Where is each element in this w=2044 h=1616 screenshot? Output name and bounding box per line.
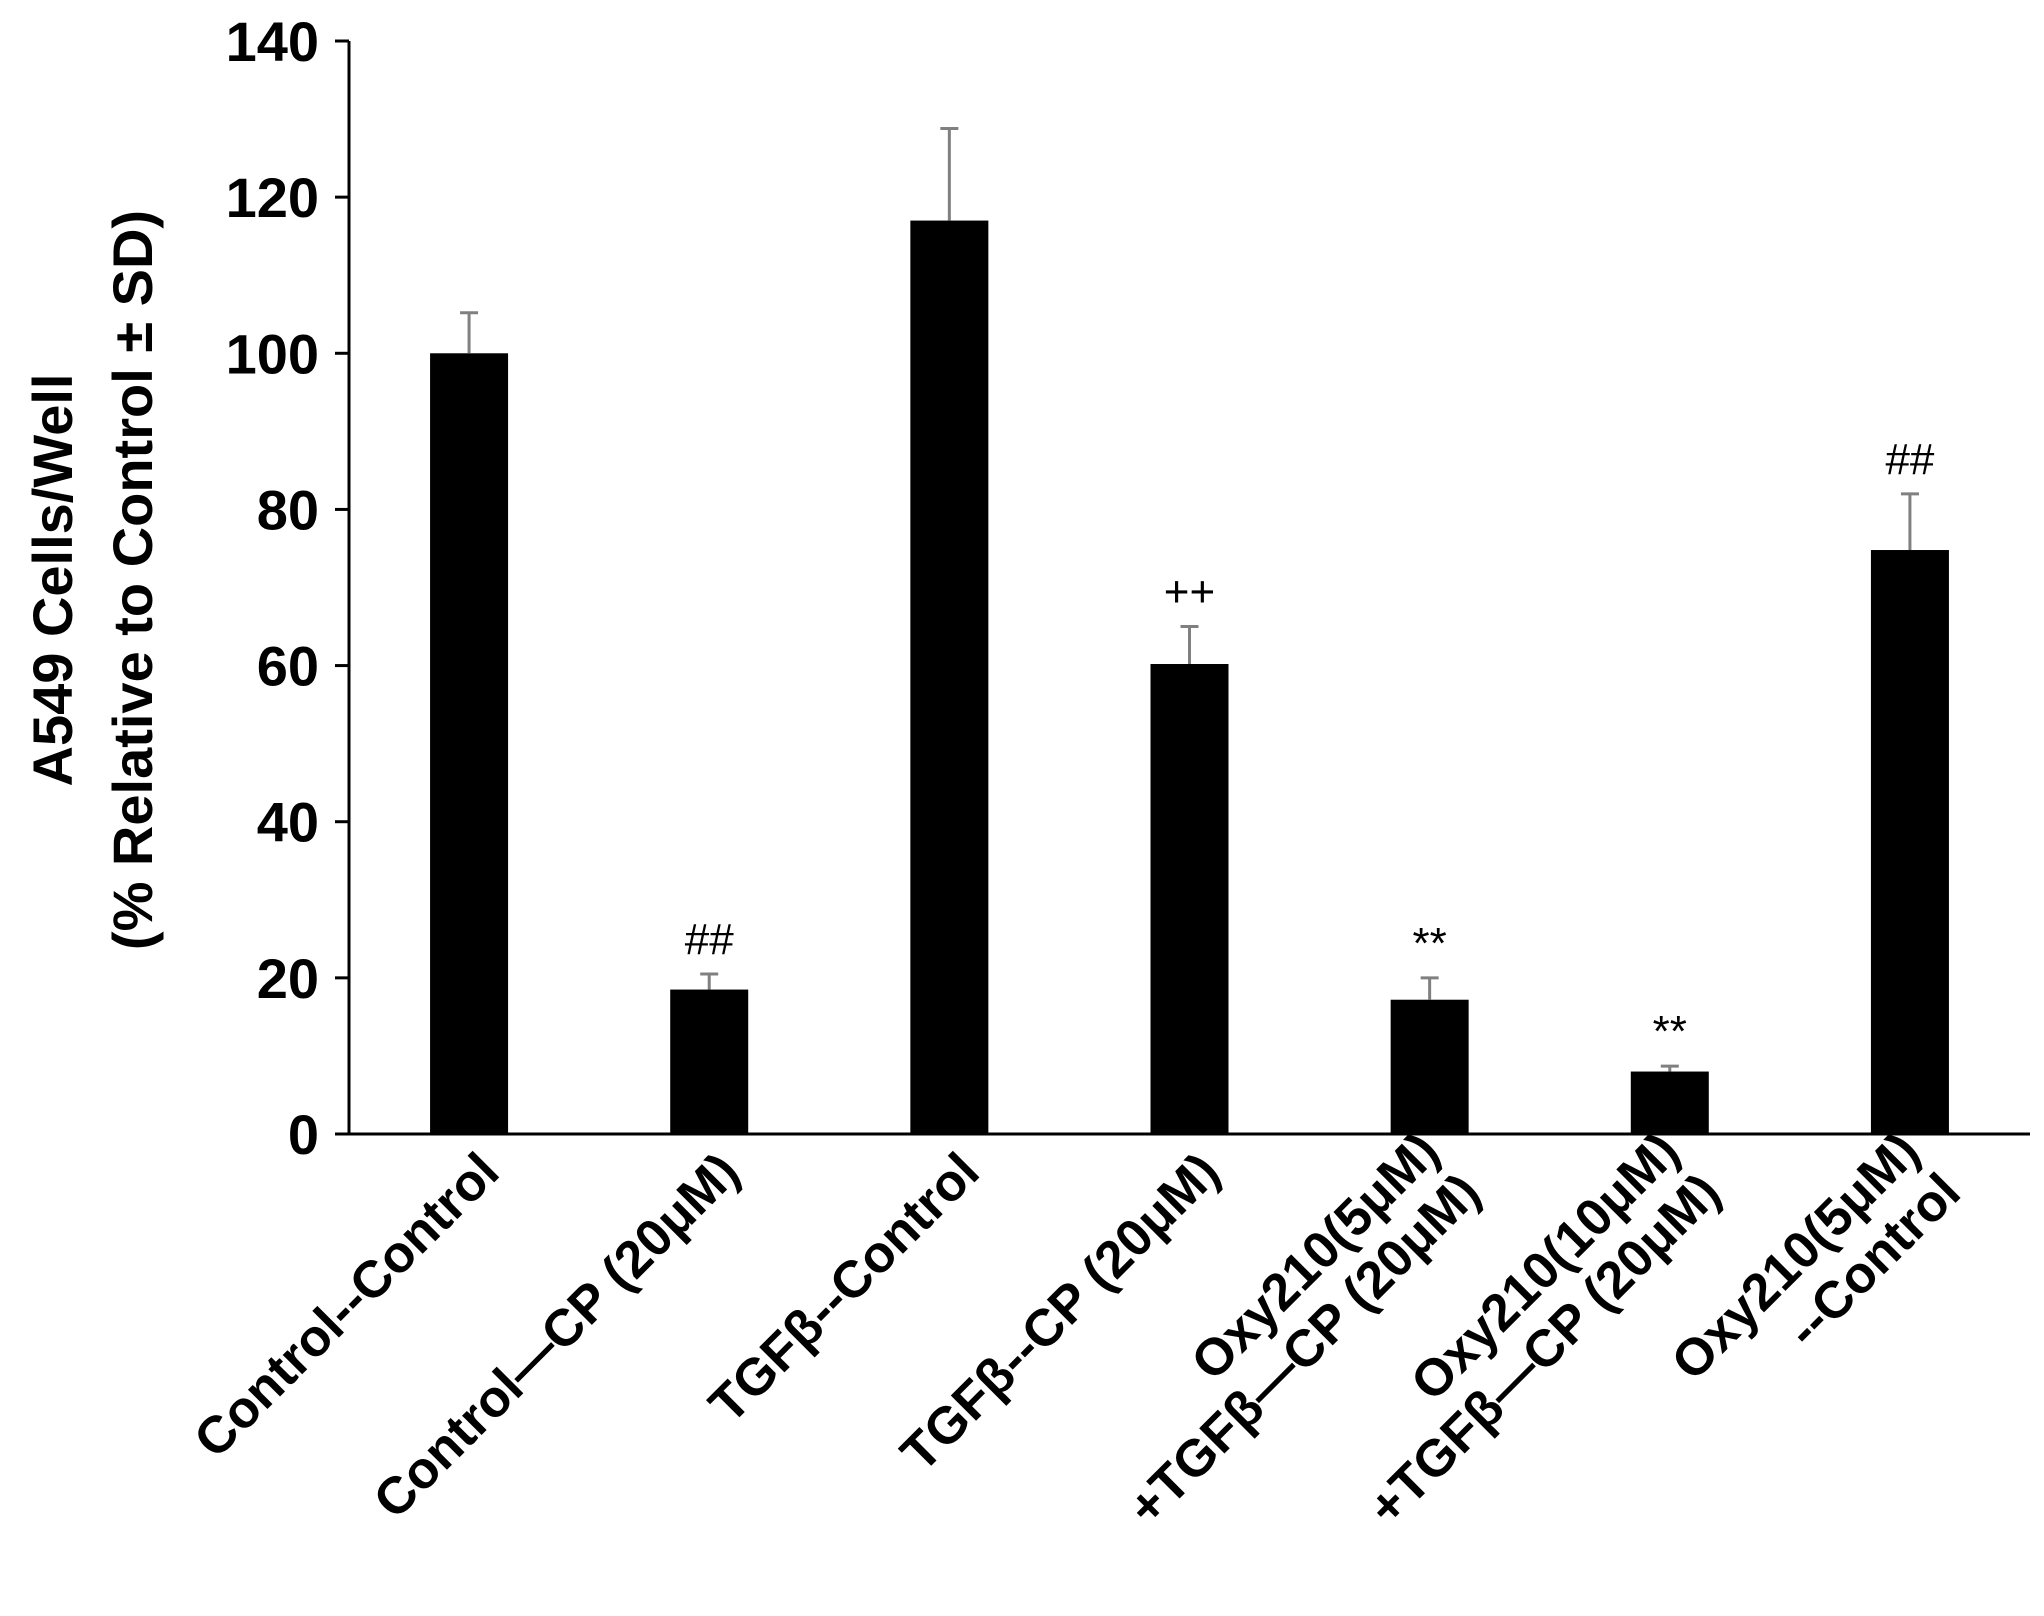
bars [430,220,1949,1135]
significance-annotations: ## ++ ** ** ## [685,435,1935,1056]
bar [670,989,749,1134]
y-tick-label: 60 [257,635,319,698]
bar [1870,550,1949,1134]
significance-annotation: ++ [1164,568,1215,617]
error-bars [460,126,1919,1072]
y-axis-title-line: (% Relative to Control ± SD) [101,210,164,950]
y-tick-label: 100 [226,322,319,385]
bar [1630,1071,1709,1134]
significance-annotation: ## [1885,435,1934,484]
bar [910,220,989,1135]
y-tick-label: 120 [226,166,319,229]
significance-annotation: ## [685,915,734,964]
y-tick-label: 20 [257,947,319,1010]
y-tick-label: 40 [257,791,319,854]
y-tick-label: 140 [226,10,319,73]
significance-annotation: ** [1653,1007,1687,1056]
y-tick-label: 80 [257,478,319,541]
y-tick-label: 0 [288,1103,319,1166]
bar [430,353,509,1134]
category-label: Oxy210(5μM)--Control [1661,1122,1972,1392]
bar [1150,664,1229,1134]
bar [1390,999,1469,1134]
y-axis-title-group: A549 Cells/Well (% Relative to Control ± … [21,210,164,950]
significance-annotation: ** [1413,919,1447,968]
y-axis-title: A549 Cells/Well (% Relative to Control ± … [21,210,164,950]
y-axis-ticks: 0 20 40 60 80 100 120 140 [226,10,349,1166]
y-axis-title-line: A549 Cells/Well [21,374,84,787]
